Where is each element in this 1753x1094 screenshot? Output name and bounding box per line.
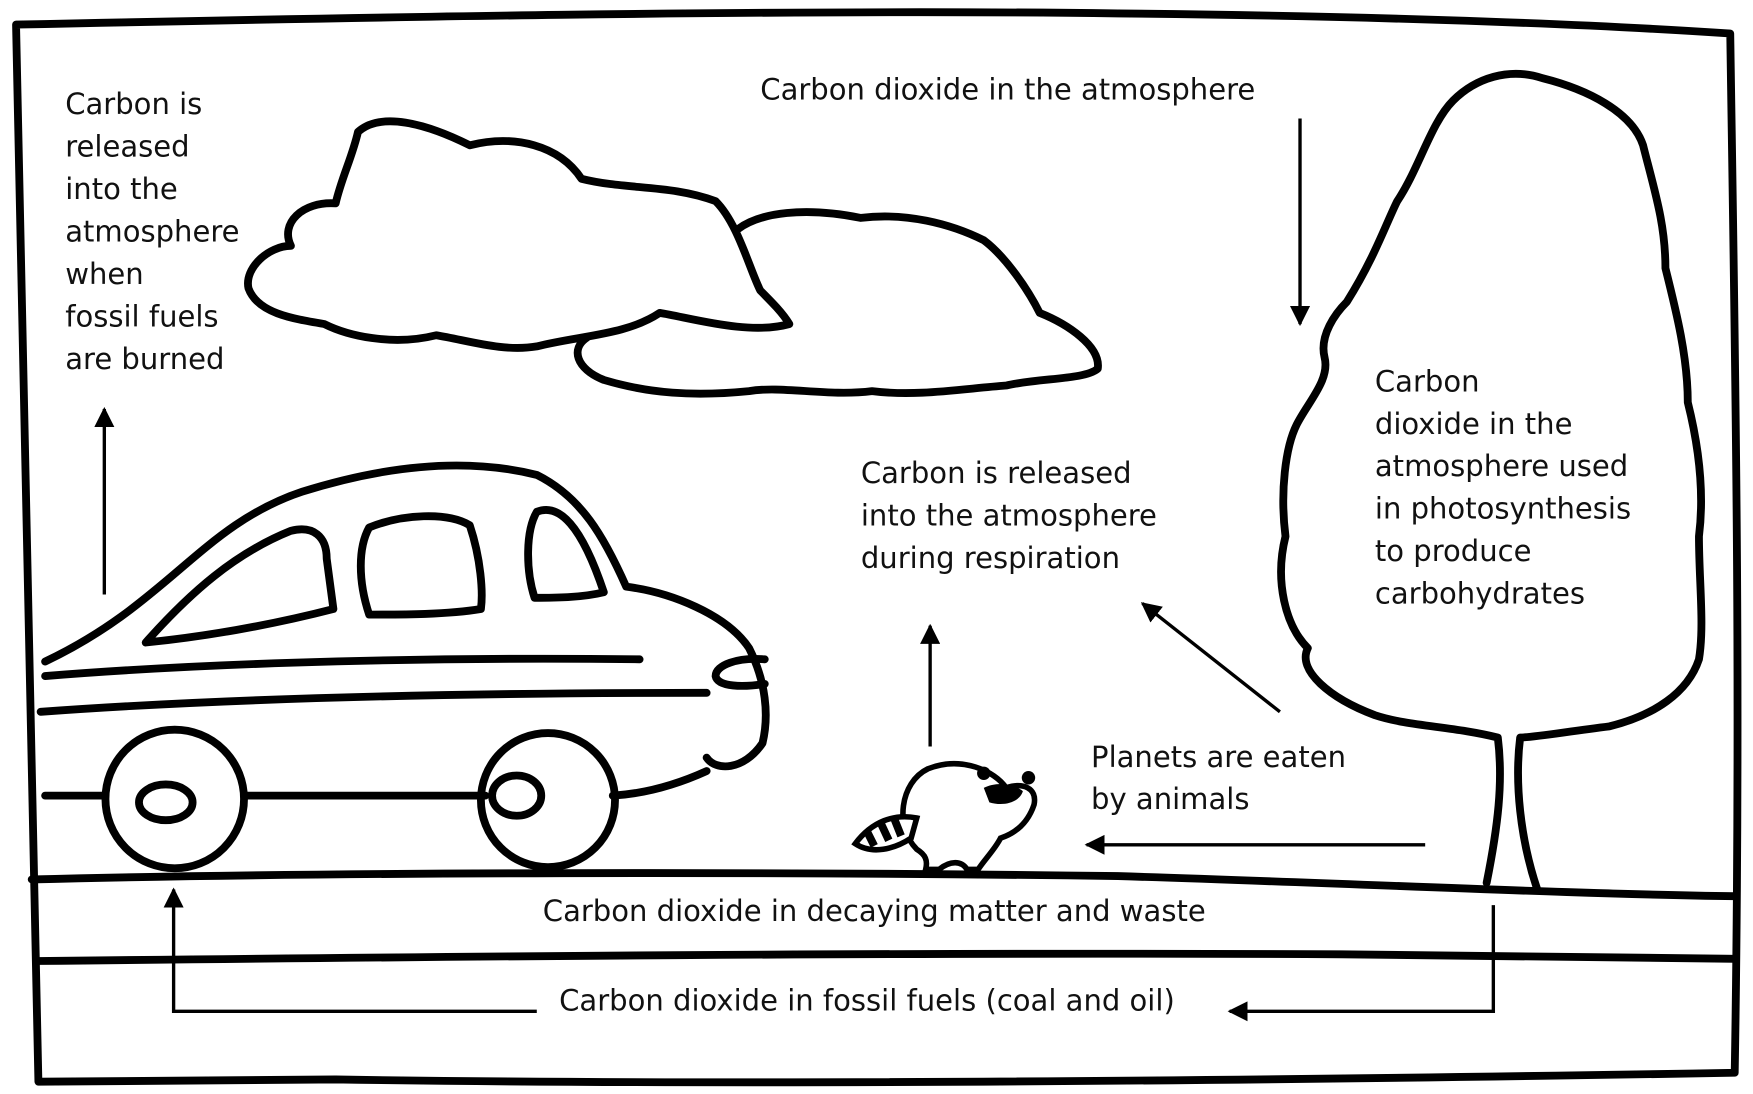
label-line: dioxide in the [1375, 407, 1573, 441]
label-line: during respiration [861, 541, 1120, 575]
photosynthesis-label: Carbon dioxide in the atmosphere used in… [1375, 364, 1631, 610]
label-line: atmosphere [65, 215, 239, 249]
label-line: Carbon is [65, 87, 202, 121]
ground-line [38, 954, 1734, 961]
label-line: into the atmosphere [861, 498, 1157, 532]
car-window [146, 529, 334, 642]
eaten-label: Planets are eaten by animals [1091, 740, 1346, 816]
wheel [481, 733, 615, 867]
carbon-cycle-diagram: Carbon is released into the atmosphere w… [0, 0, 1753, 1094]
hubcap [492, 776, 541, 816]
page: Carbon is released into the atmosphere w… [0, 0, 1753, 1094]
fossil-fuels-label: Carbon dioxide in fossil fuels (coal and… [559, 983, 1175, 1017]
decaying-label: Carbon dioxide in decaying matter and wa… [543, 894, 1206, 928]
label-line: Carbon is released [861, 456, 1132, 490]
hubcap [139, 784, 193, 820]
raccoon [855, 764, 1035, 870]
label-line: released [65, 130, 189, 164]
car-window [361, 516, 482, 614]
arrow [1142, 603, 1279, 711]
label-line: Carbon [1375, 364, 1480, 398]
atmosphere-label: Carbon dioxide in the atmosphere [760, 73, 1255, 107]
label-line: are burned [65, 342, 224, 376]
label-line: when [65, 257, 143, 291]
ground-line [32, 873, 1735, 896]
respiration-label: Carbon is released into the atmosphere d… [861, 456, 1157, 575]
label-line: Planets are eaten [1091, 740, 1346, 774]
label-line: atmosphere used [1375, 449, 1628, 483]
cloud [578, 212, 1098, 394]
cloud [248, 121, 789, 348]
label-line: by animals [1091, 782, 1249, 816]
label-line: into the [65, 172, 178, 206]
label-line: to produce [1375, 534, 1532, 568]
car-trim [45, 659, 639, 676]
fossil-release-label: Carbon is released into the atmosphere w… [65, 87, 239, 376]
label-line: in photosynthesis [1375, 492, 1631, 526]
wheel [105, 730, 244, 869]
label-line: fossil fuels [65, 299, 218, 333]
arrow [174, 890, 537, 1012]
label-line: carbohydrates [1375, 577, 1585, 611]
